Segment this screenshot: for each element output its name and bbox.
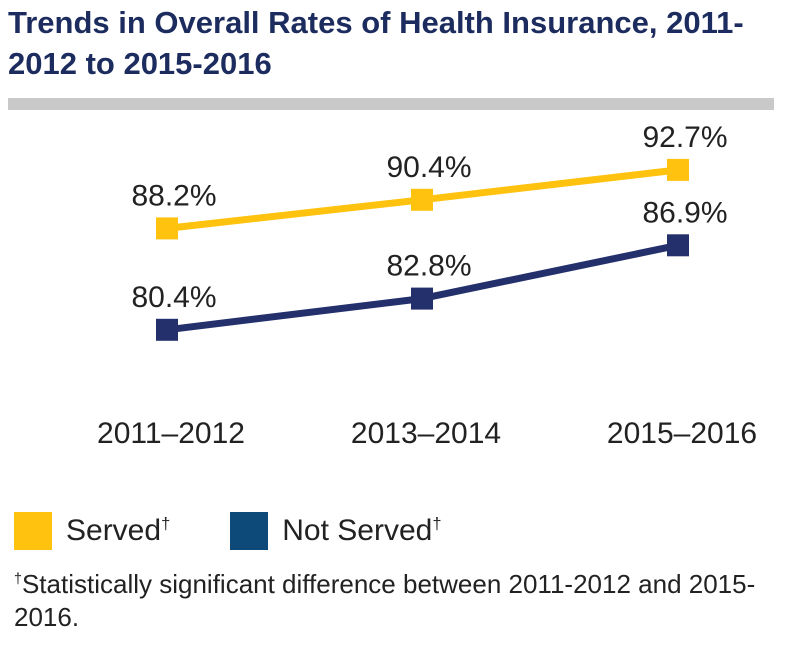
legend-label-served: Served† xyxy=(66,514,170,548)
legend-text-served: Served xyxy=(66,514,162,547)
x-tick-label-2: 2015–2016 xyxy=(607,417,757,450)
legend: Served† Not Served† xyxy=(14,510,502,552)
legend-item-not-served: Not Served† xyxy=(230,512,442,550)
data-label-served-1: 90.4% xyxy=(386,151,471,184)
point-served-1 xyxy=(411,188,433,211)
legend-swatch-not-served xyxy=(230,512,269,550)
x-axis-ticks: 2011–2012 2013–2014 2015–2016 xyxy=(97,417,757,450)
x-tick-label-0: 2011–2012 xyxy=(97,417,245,450)
data-label-not-served-0: 80.4% xyxy=(131,281,216,314)
chart-title: Trends in Overall Rates of Health Insura… xyxy=(8,5,744,81)
legend-label-not-served: Not Served† xyxy=(282,514,441,548)
series-layer: 88.2% 90.4% 92.7% 80.4% 82.8% 86.9% xyxy=(131,121,728,341)
data-label-served-0: 88.2% xyxy=(131,179,216,212)
point-not-served-2 xyxy=(667,234,689,257)
x-tick-label-1: 2013–2014 xyxy=(351,417,501,450)
legend-text-not-served: Not Served xyxy=(282,514,433,547)
legend-swatch-served xyxy=(14,512,52,550)
point-not-served-1 xyxy=(411,287,433,310)
legend-dagger-served: † xyxy=(161,515,171,533)
point-not-served-0 xyxy=(156,318,178,341)
legend-dagger-not-served: † xyxy=(432,515,442,533)
footnote-dagger: † xyxy=(14,571,22,588)
point-served-2 xyxy=(667,158,689,181)
point-served-0 xyxy=(156,217,178,240)
footnote-text: Statistically significant difference bet… xyxy=(14,569,756,632)
title-divider xyxy=(8,98,774,110)
data-label-not-served-1: 82.8% xyxy=(386,250,471,283)
footnote: †Statistically significant difference be… xyxy=(14,568,774,634)
data-label-not-served-2: 86.9% xyxy=(642,196,727,229)
data-label-served-2: 92.7% xyxy=(642,121,727,154)
legend-item-served: Served† xyxy=(14,512,170,550)
